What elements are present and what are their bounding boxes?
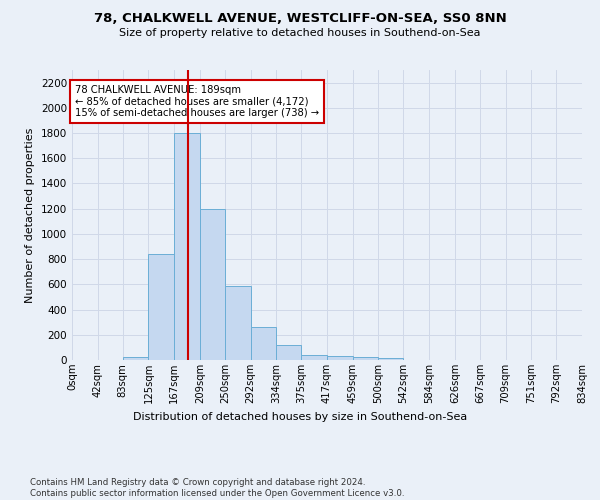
Bar [353, 357, 378, 360]
Bar [148, 254, 174, 360]
Bar [174, 133, 200, 360]
Bar [378, 358, 403, 360]
Bar [200, 208, 225, 360]
Text: Contains HM Land Registry data © Crown copyright and database right 2024.
Contai: Contains HM Land Registry data © Crown c… [30, 478, 404, 498]
Bar [225, 286, 251, 360]
Bar [327, 356, 353, 360]
Y-axis label: Number of detached properties: Number of detached properties [25, 128, 35, 302]
Text: 78 CHALKWELL AVENUE: 189sqm
← 85% of detached houses are smaller (4,172)
15% of : 78 CHALKWELL AVENUE: 189sqm ← 85% of det… [75, 85, 319, 118]
Bar [251, 327, 276, 360]
Bar [123, 357, 148, 360]
Text: Size of property relative to detached houses in Southend-on-Sea: Size of property relative to detached ho… [119, 28, 481, 38]
Text: Distribution of detached houses by size in Southend-on-Sea: Distribution of detached houses by size … [133, 412, 467, 422]
Text: 78, CHALKWELL AVENUE, WESTCLIFF-ON-SEA, SS0 8NN: 78, CHALKWELL AVENUE, WESTCLIFF-ON-SEA, … [94, 12, 506, 26]
Bar [301, 355, 327, 360]
Bar [276, 345, 301, 360]
